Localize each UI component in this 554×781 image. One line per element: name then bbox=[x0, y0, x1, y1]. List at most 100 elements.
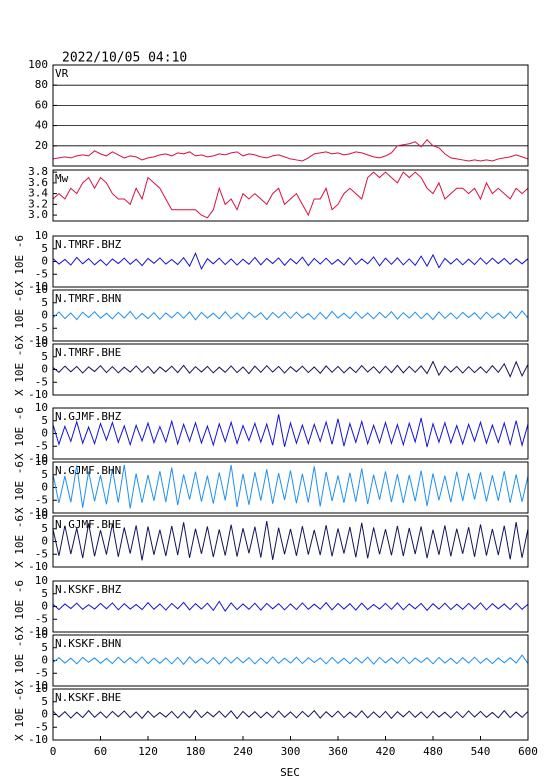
y-tick-label: 0 bbox=[41, 309, 48, 322]
x-tick-label: 180 bbox=[186, 745, 206, 758]
panel-frame bbox=[52, 515, 529, 568]
y-tick-label: 10 bbox=[35, 283, 48, 296]
y-tick-label: 5 bbox=[41, 641, 48, 654]
series-label: N.KSKF.BHZ bbox=[55, 583, 122, 596]
y-tick-label: 3.6 bbox=[28, 176, 48, 189]
y-tick-label: 0 bbox=[41, 363, 48, 376]
y-tick-label: -10 bbox=[28, 388, 48, 401]
data-line bbox=[52, 464, 529, 509]
y-tick-label: -10 bbox=[28, 280, 48, 293]
y-tick-label: 10 bbox=[35, 455, 48, 468]
data-line bbox=[52, 171, 529, 219]
y-tick-label: 40 bbox=[35, 119, 48, 132]
y-axis-label: X 10E -6 bbox=[13, 515, 26, 568]
y-tick-label: 10 bbox=[35, 509, 48, 522]
panel-frame bbox=[52, 235, 529, 288]
x-tick-label: 240 bbox=[233, 745, 253, 758]
y-tick-label: 3.2 bbox=[28, 197, 48, 210]
x-axis-label: SEC bbox=[280, 766, 300, 779]
y-tick-label: 5 bbox=[41, 242, 48, 255]
y-tick-label: 10 bbox=[35, 682, 48, 695]
x-tick-label: 300 bbox=[281, 745, 301, 758]
y-tick-label: 0 bbox=[41, 255, 48, 268]
series-label: N.TMRF.BHE bbox=[55, 346, 121, 359]
y-tick-label: 3.8 bbox=[28, 165, 48, 178]
y-tick-label: 10 bbox=[35, 574, 48, 587]
series-label: N.TMRF.BHZ bbox=[55, 238, 122, 251]
y-tick-label: -5 bbox=[35, 547, 48, 560]
y-tick-label: 5 bbox=[41, 468, 48, 481]
x-tick-label: 360 bbox=[328, 745, 348, 758]
y-tick-label: 0 bbox=[41, 600, 48, 613]
data-line bbox=[52, 310, 529, 321]
series-label: N.KSKF.BHN bbox=[55, 637, 121, 650]
y-axis-label: X 10E -6 bbox=[13, 289, 26, 342]
panel-frame bbox=[52, 688, 529, 741]
series-label: VR bbox=[55, 67, 69, 80]
data-line bbox=[52, 414, 529, 448]
panel-frame bbox=[52, 580, 529, 633]
y-axis-label: X 10E -6 bbox=[13, 461, 26, 514]
y-tick-label: 10 bbox=[35, 401, 48, 414]
data-line bbox=[52, 654, 529, 666]
y-tick-label: -10 bbox=[28, 679, 48, 692]
x-tick-label: 120 bbox=[138, 745, 158, 758]
data-line bbox=[52, 252, 529, 271]
y-tick-label: 5 bbox=[41, 587, 48, 600]
y-axis-label: X 10E -6 bbox=[13, 235, 26, 288]
y-tick-label: -5 bbox=[35, 267, 48, 280]
x-tick-label: 0 bbox=[50, 745, 57, 758]
panel-frame bbox=[52, 461, 529, 514]
panel-frame bbox=[52, 289, 529, 342]
y-tick-label: 10 bbox=[35, 337, 48, 350]
series-label: N.GJMF.BHE bbox=[55, 518, 121, 531]
x-tick-label: 60 bbox=[94, 745, 107, 758]
y-tick-label: 0 bbox=[41, 481, 48, 494]
y-tick-label: 60 bbox=[35, 98, 48, 111]
y-tick-label: 5 bbox=[41, 296, 48, 309]
y-axis-label: X 10E -6 bbox=[13, 407, 26, 460]
y-tick-label: 80 bbox=[35, 78, 48, 91]
y-tick-label: 20 bbox=[35, 139, 48, 152]
y-tick-label: 0 bbox=[41, 708, 48, 721]
series-label: N.KSKF.BHE bbox=[55, 691, 121, 704]
panel-frame bbox=[52, 343, 529, 396]
y-axis-label: X 10E -6 bbox=[13, 343, 26, 396]
y-tick-label: -5 bbox=[35, 720, 48, 733]
y-tick-label: 3.4 bbox=[28, 187, 48, 200]
chart-title: 2022/10/05 04:10 bbox=[62, 51, 187, 66]
series-label: N.TMRF.BHN bbox=[55, 292, 121, 305]
y-tick-label: -10 bbox=[28, 334, 48, 347]
data-line bbox=[52, 600, 529, 612]
y-tick-label: -10 bbox=[28, 506, 48, 519]
y-tick-label: -10 bbox=[28, 733, 48, 746]
panel-frame bbox=[52, 64, 529, 167]
y-tick-label: -10 bbox=[28, 560, 48, 573]
y-axis-label: X 10E -6 bbox=[13, 580, 26, 633]
y-axis-label: X 10E -6 bbox=[13, 688, 26, 741]
y-tick-label: -5 bbox=[35, 493, 48, 506]
y-tick-label: 0 bbox=[41, 427, 48, 440]
series-label: N.GJMF.BHN bbox=[55, 464, 121, 477]
y-tick-label: -10 bbox=[28, 625, 48, 638]
x-tick-label: 540 bbox=[471, 745, 491, 758]
y-axis-label: X 10E -6 bbox=[13, 634, 26, 687]
y-tick-label: 10 bbox=[35, 229, 48, 242]
y-tick-label: -5 bbox=[35, 439, 48, 452]
y-tick-label: -10 bbox=[28, 452, 48, 465]
y-tick-label: 3.0 bbox=[28, 208, 48, 221]
y-tick-label: -5 bbox=[35, 321, 48, 334]
data-line bbox=[52, 360, 529, 378]
y-tick-label: 5 bbox=[41, 695, 48, 708]
y-tick-label: -5 bbox=[35, 612, 48, 625]
y-tick-label: -5 bbox=[35, 666, 48, 679]
panel-frame bbox=[52, 407, 529, 460]
panel-frame bbox=[52, 634, 529, 687]
y-tick-label: 5 bbox=[41, 522, 48, 535]
panel-frame bbox=[52, 169, 529, 222]
x-tick-label: 480 bbox=[423, 745, 443, 758]
data-line bbox=[52, 138, 529, 162]
series-label: N.GJMF.BHZ bbox=[55, 410, 122, 423]
